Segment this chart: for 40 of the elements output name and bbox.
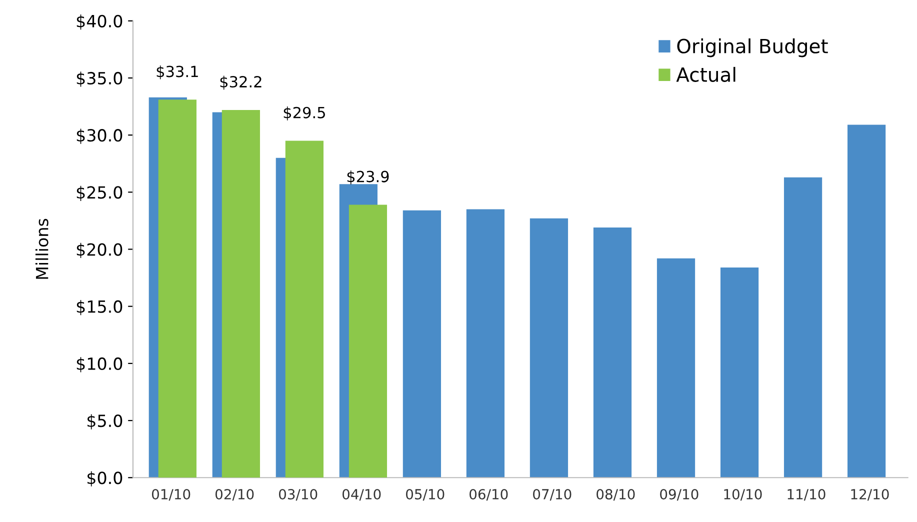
x-tick-label: 08/10 <box>596 488 635 501</box>
bar <box>222 110 260 478</box>
legend-label: Original Budget <box>677 38 828 58</box>
y-tick-label: $0.0 <box>88 471 122 486</box>
bar <box>285 140 324 478</box>
x-tick-label: 12/10 <box>851 488 889 501</box>
bar <box>720 268 759 478</box>
y-tick-label: $35.0 <box>76 72 122 87</box>
legend-label: Actual <box>676 66 736 82</box>
data-label: $23.9 <box>347 170 389 184</box>
y-tick-label: $25.0 <box>76 186 122 201</box>
bar <box>847 124 886 478</box>
bar <box>348 204 388 478</box>
x-tick-label: 04/10 <box>342 488 381 501</box>
y-tick-label: $20.0 <box>76 242 122 258</box>
data-label: $29.5 <box>284 106 325 120</box>
x-tick-label: 09/10 <box>660 488 698 501</box>
bar <box>158 100 196 478</box>
y-tick-label: $15.0 <box>76 300 122 316</box>
bar <box>530 218 568 478</box>
x-tick-label: 05/10 <box>406 488 444 501</box>
x-tick-label: 02/10 <box>215 488 254 501</box>
bar <box>593 228 632 478</box>
x-tick-label: 07/10 <box>533 488 572 501</box>
x-tick-label: 11/10 <box>788 488 826 501</box>
y-axis-title: Millions <box>35 218 48 279</box>
bar <box>784 177 822 478</box>
x-tick-label: 03/10 <box>279 488 318 501</box>
data-label: $33.1 <box>156 65 198 80</box>
x-tick-label: 06/10 <box>470 488 508 501</box>
bar <box>466 209 505 478</box>
y-tick-label: $10.0 <box>76 357 122 372</box>
y-tick-label: $40.0 <box>76 14 122 30</box>
y-tick-label: $5.0 <box>88 414 122 430</box>
y-tick-label: $30.0 <box>76 128 122 144</box>
bar <box>402 210 442 478</box>
x-tick-label: 10/10 <box>724 488 762 501</box>
data-label: $32.2 <box>220 76 262 90</box>
bar <box>656 258 696 478</box>
x-tick-label: 01/10 <box>152 488 190 501</box>
